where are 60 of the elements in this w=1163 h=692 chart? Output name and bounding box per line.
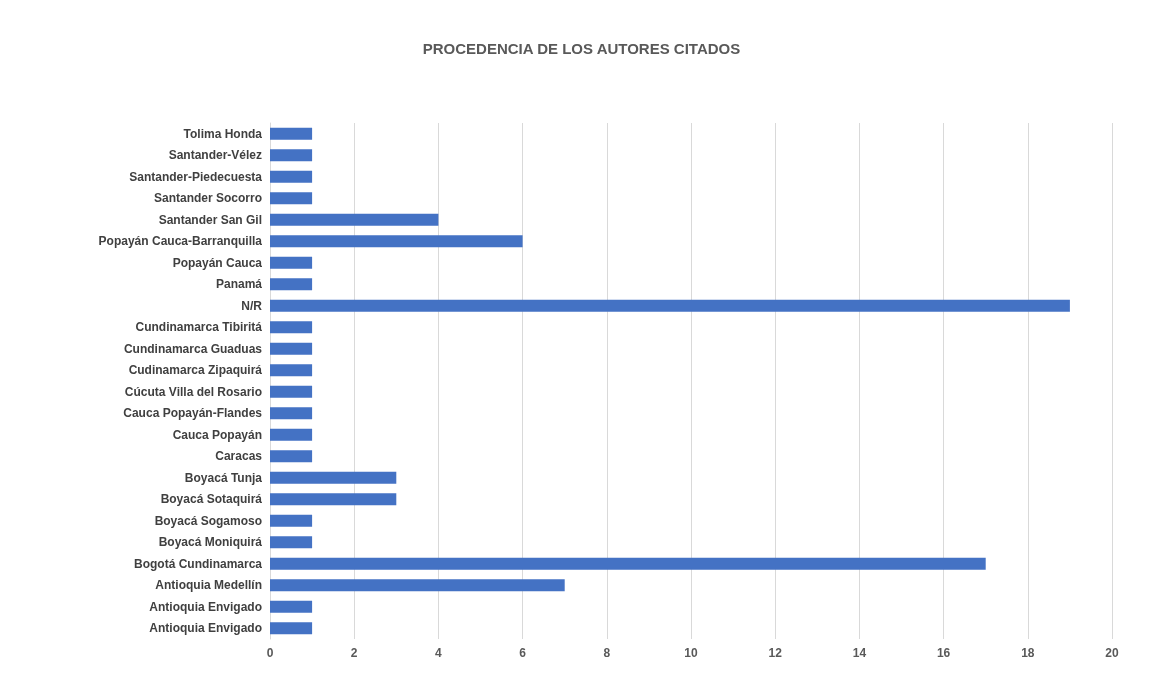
bar bbox=[270, 278, 313, 291]
bar bbox=[270, 536, 313, 549]
x-tick-label: 6 bbox=[519, 646, 527, 660]
x-tick-label: 4 bbox=[435, 646, 443, 660]
y-tick-label: Antioquia Medellín bbox=[155, 578, 262, 593]
bar bbox=[270, 579, 565, 592]
bar bbox=[270, 471, 397, 484]
x-tick-label: 2 bbox=[350, 646, 358, 660]
bar bbox=[270, 256, 313, 269]
bar bbox=[270, 213, 439, 226]
y-tick-label: Cúcuta Villa del Rosario bbox=[124, 384, 262, 399]
bar bbox=[270, 321, 313, 334]
y-tick-label: Boyacá Sogamoso bbox=[154, 513, 262, 528]
y-tick-label: Cauca Popayán-Flandes bbox=[123, 406, 263, 421]
bar bbox=[270, 342, 313, 355]
y-tick-label: Popayán Cauca bbox=[172, 255, 263, 270]
y-tick-label: N/R bbox=[241, 298, 263, 313]
bar bbox=[270, 450, 313, 463]
bar bbox=[270, 149, 313, 162]
y-tick-label: Cundinamarca Tibiritá bbox=[135, 320, 263, 335]
y-tick-label: Boyacá Sotaquirá bbox=[160, 492, 263, 507]
y-tick-label: Santander Socorro bbox=[153, 191, 262, 206]
y-tick-label: Cudinamarca Zipaquirá bbox=[128, 363, 263, 378]
chart-title: PROCEDENCIA DE LOS AUTORES CITADOS bbox=[422, 40, 741, 57]
bar bbox=[270, 299, 1070, 312]
y-tick-label: Boyacá Moniquirá bbox=[158, 535, 263, 550]
bar bbox=[270, 235, 523, 248]
bar bbox=[270, 170, 313, 183]
bar bbox=[270, 428, 313, 441]
x-tick-label: 16 bbox=[936, 646, 951, 660]
y-tick-label: Cauca Popayán bbox=[172, 427, 262, 442]
x-tick-label: 18 bbox=[1021, 646, 1035, 660]
y-tick-label: Santander San Gil bbox=[158, 212, 262, 227]
x-tick-label: 10 bbox=[684, 646, 698, 660]
x-tick-label: 12 bbox=[768, 646, 783, 660]
bar bbox=[270, 385, 313, 398]
x-tick-label: 0 bbox=[266, 646, 274, 660]
y-tick-label: Caracas bbox=[215, 449, 263, 464]
x-tick-label: 14 bbox=[852, 646, 867, 660]
bar bbox=[270, 407, 313, 420]
y-tick-label: Bogotá Cundinamarca bbox=[133, 556, 263, 571]
y-tick-label: Tolima Honda bbox=[183, 126, 263, 141]
x-tick-label: 20 bbox=[1105, 646, 1119, 660]
y-tick-label: Popayán Cauca-Barranquilla bbox=[98, 234, 263, 249]
bar bbox=[270, 127, 313, 140]
y-tick-label: Antioquia Envigado bbox=[149, 621, 262, 636]
y-tick-label: Panamá bbox=[215, 277, 263, 292]
x-tick-label: 8 bbox=[603, 646, 611, 660]
bar bbox=[270, 514, 313, 527]
bar bbox=[270, 557, 986, 570]
y-tick-label: Cundinamarca Guaduas bbox=[123, 341, 263, 356]
bar bbox=[270, 364, 313, 377]
bar bbox=[270, 622, 313, 635]
y-tick-label: Boyacá Tunja bbox=[184, 470, 263, 485]
bar bbox=[270, 493, 397, 506]
y-tick-label: Antioquia Envigado bbox=[149, 599, 262, 614]
y-tick-label: Santander-Piedecuesta bbox=[129, 169, 263, 184]
y-tick-label: Santander-Vélez bbox=[168, 148, 262, 163]
bar bbox=[270, 192, 313, 205]
bar bbox=[270, 600, 313, 613]
